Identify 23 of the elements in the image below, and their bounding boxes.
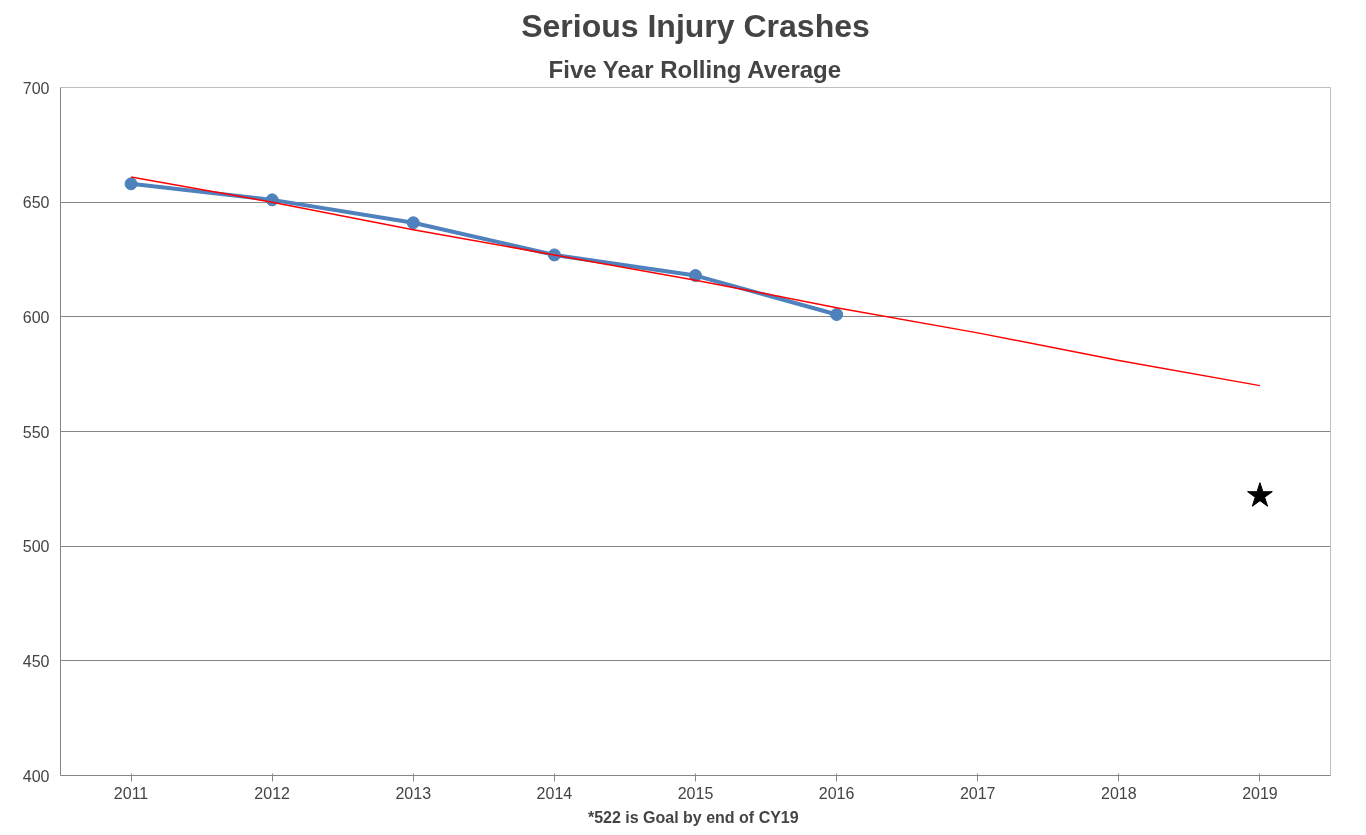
x-tick-label: 2014	[536, 784, 573, 802]
chart-title: Serious Injury Crashes	[521, 7, 870, 44]
y-tick-label: 450	[22, 652, 50, 670]
x-tick-label: 2016	[818, 784, 855, 802]
x-tick-label: 2017	[959, 784, 996, 802]
point	[406, 216, 420, 230]
x-tick-label: 2015	[677, 784, 714, 802]
y-tick-label: 650	[22, 194, 50, 212]
chart-subtitle: Five Year Rolling Average	[548, 55, 842, 83]
x-tick-label: 2012	[254, 784, 291, 802]
y-tick-label: 600	[22, 308, 50, 326]
text: *522 is Goal by end of CY19	[587, 808, 799, 826]
point	[124, 177, 138, 191]
x-tick-label: 2019	[1242, 784, 1278, 802]
y-tick-label: 500	[22, 538, 50, 556]
y-tick-label: 400	[22, 767, 50, 785]
x-tick-label: 2018	[1101, 784, 1137, 802]
point	[1247, 482, 1273, 507]
y-tick-label: 550	[22, 423, 50, 441]
point	[830, 308, 844, 322]
y-tick-label: 700	[22, 79, 50, 97]
x-tick-label: 2011	[113, 784, 149, 802]
x-tick-label: 2013	[395, 784, 432, 802]
